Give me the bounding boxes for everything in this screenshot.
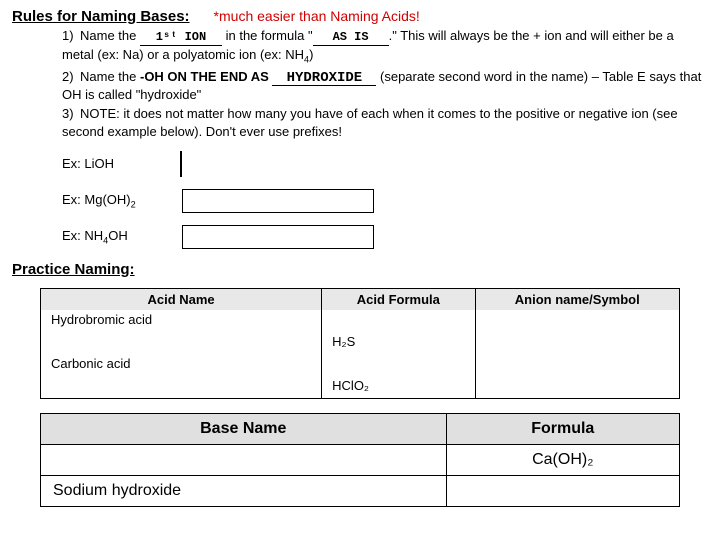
acid-name-cell [41,332,322,354]
acid-name-cell: Carbonic acid [41,354,322,376]
table-row: Sodium hydroxide [41,475,680,506]
acid-header-name: Acid Name [41,288,322,310]
answer-box[interactable] [182,189,374,213]
rule-3: 3)NOTE: it does not matter how many you … [62,105,708,140]
acid-table: Acid Name Acid Formula Anion name/Symbol… [40,288,680,399]
example-label: Ex: NH4OH [62,228,182,246]
acid-name-cell: Hydrobromic acid [41,310,322,332]
subtitle: *much easier than Naming Acids! [214,8,420,24]
base-formula-cell: Ca(OH)₂ [446,444,679,475]
acid-header-anion: Anion name/Symbol [475,288,679,310]
rule-text: NOTE: it does not matter how many you ha… [62,106,678,139]
table-row: Ca(OH)₂ [41,444,680,475]
anion-cell [475,332,679,354]
base-formula-cell [446,475,679,506]
answer-box[interactable] [182,225,374,249]
table-row: Hydrobromic acid [41,310,680,332]
example-label: Ex: LiOH [62,156,182,171]
rule-num: 1) [62,27,80,45]
examples: Ex: LiOH Ex: Mg(OH)2 Ex: NH4OH [62,151,708,249]
rule-2: 2)Name the -OH ON THE END AS HYDROXIDE (… [62,68,708,104]
base-name-cell [41,444,447,475]
base-header-name: Base Name [41,413,447,444]
rule-num: 3) [62,105,80,123]
base-header-formula: Formula [446,413,679,444]
blank-as-is: AS IS [313,31,389,46]
example-row: Ex: LiOH [62,151,708,177]
acid-name-cell [41,376,322,399]
section-title: Rules for Naming Bases: [12,8,190,25]
anion-cell [475,354,679,376]
acid-header-formula: Acid Formula [322,288,475,310]
acid-formula-cell [322,310,475,332]
example-row: Ex: Mg(OH)2 [62,189,708,213]
rule-text: in the formula " [222,28,313,43]
rule-text: ) [309,47,313,62]
bold-oh-end: -OH ON THE END AS [140,69,272,84]
anion-cell [475,310,679,332]
rule-text: Name the [80,28,140,43]
rules-list: 1)Name the 1ˢᵗ ION in the formula "AS IS… [62,27,708,141]
acid-formula-cell: H₂S [322,332,475,354]
acid-formula-cell [322,354,475,376]
anion-cell [475,376,679,399]
rule-1: 1)Name the 1ˢᵗ ION in the formula "AS IS… [62,27,708,66]
acid-formula-cell: HClO₂ [322,376,475,399]
rule-num: 2) [62,68,80,86]
table-row: Carbonic acid [41,354,680,376]
example-row: Ex: NH4OH [62,225,708,249]
rule-text: Name the [80,69,140,84]
blank-hydroxide: HYDROXIDE [272,71,376,86]
example-label: Ex: Mg(OH)2 [62,192,182,210]
blank-first-ion: 1ˢᵗ ION [140,31,222,46]
table-row: HClO₂ [41,376,680,399]
left-rule-icon [180,151,182,177]
practice-title: Practice Naming: [12,261,708,278]
table-row: H₂S [41,332,680,354]
base-table: Base Name Formula Ca(OH)₂ Sodium hydroxi… [40,413,680,507]
base-name-cell: Sodium hydroxide [41,475,447,506]
